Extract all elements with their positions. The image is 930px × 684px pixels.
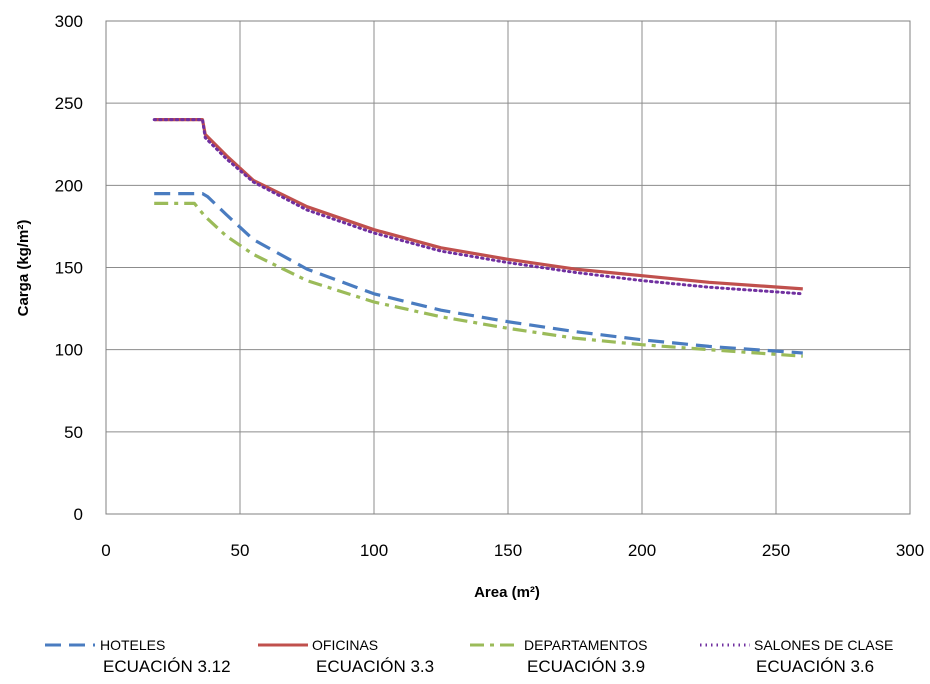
- legend-equation: ECUACIÓN 3.6: [756, 657, 874, 676]
- legend-label: DEPARTAMENTOS: [524, 637, 647, 653]
- x-tick-label: 100: [360, 541, 388, 560]
- y-tick-label: 250: [55, 94, 83, 113]
- series-lines: [152, 117, 805, 358]
- legend-item: DEPARTAMENTOS ECUACIÓN 3.9: [470, 637, 647, 676]
- y-tick-label: 200: [55, 176, 83, 195]
- legend-label: HOTELES: [100, 637, 165, 653]
- series-line-departamentos: [154, 201, 803, 358]
- grid: [105, 20, 911, 515]
- y-tick-label: 50: [64, 423, 83, 442]
- legend-label: OFICINAS: [312, 637, 378, 653]
- y-axis-ticks: 0 50 100 150 200 250 300: [55, 12, 83, 524]
- legend-equation: ECUACIÓN 3.12: [103, 657, 231, 676]
- y-tick-label: 150: [55, 259, 83, 278]
- legend-equation: ECUACIÓN 3.9: [527, 657, 645, 676]
- y-tick-label: 0: [74, 505, 83, 524]
- legend-equation: ECUACIÓN 3.3: [316, 657, 434, 676]
- series-line-oficinas: [154, 117, 803, 291]
- legend-item: HOTELES ECUACIÓN 3.12: [45, 637, 231, 676]
- x-tick-label: 0: [101, 541, 110, 560]
- legend-label: SALONES DE CLASE: [754, 637, 893, 653]
- legend: HOTELES ECUACIÓN 3.12 OFICINAS ECUACIÓN 3.3…: [45, 637, 893, 676]
- series-line-salones-de-clase: [152, 118, 805, 296]
- x-tick-label: 150: [494, 541, 522, 560]
- x-axis-ticks: 0 50 100 150 200 250 300: [101, 541, 924, 560]
- y-tick-label: 300: [55, 12, 83, 31]
- x-tick-label: 300: [896, 541, 924, 560]
- x-tick-label: 250: [762, 541, 790, 560]
- y-tick-label: 100: [55, 341, 83, 360]
- series-line-hoteles: [154, 192, 803, 355]
- plot-area: [105, 20, 911, 515]
- y-axis-title: Carga (kg/m²): [15, 220, 32, 317]
- x-axis-title: Area (m²): [474, 584, 540, 601]
- legend-item: OFICINAS ECUACIÓN 3.3: [258, 637, 434, 676]
- legend-item: SALONES DE CLASE ECUACIÓN 3.6: [700, 637, 893, 676]
- x-tick-label: 50: [231, 541, 250, 560]
- x-tick-label: 200: [628, 541, 656, 560]
